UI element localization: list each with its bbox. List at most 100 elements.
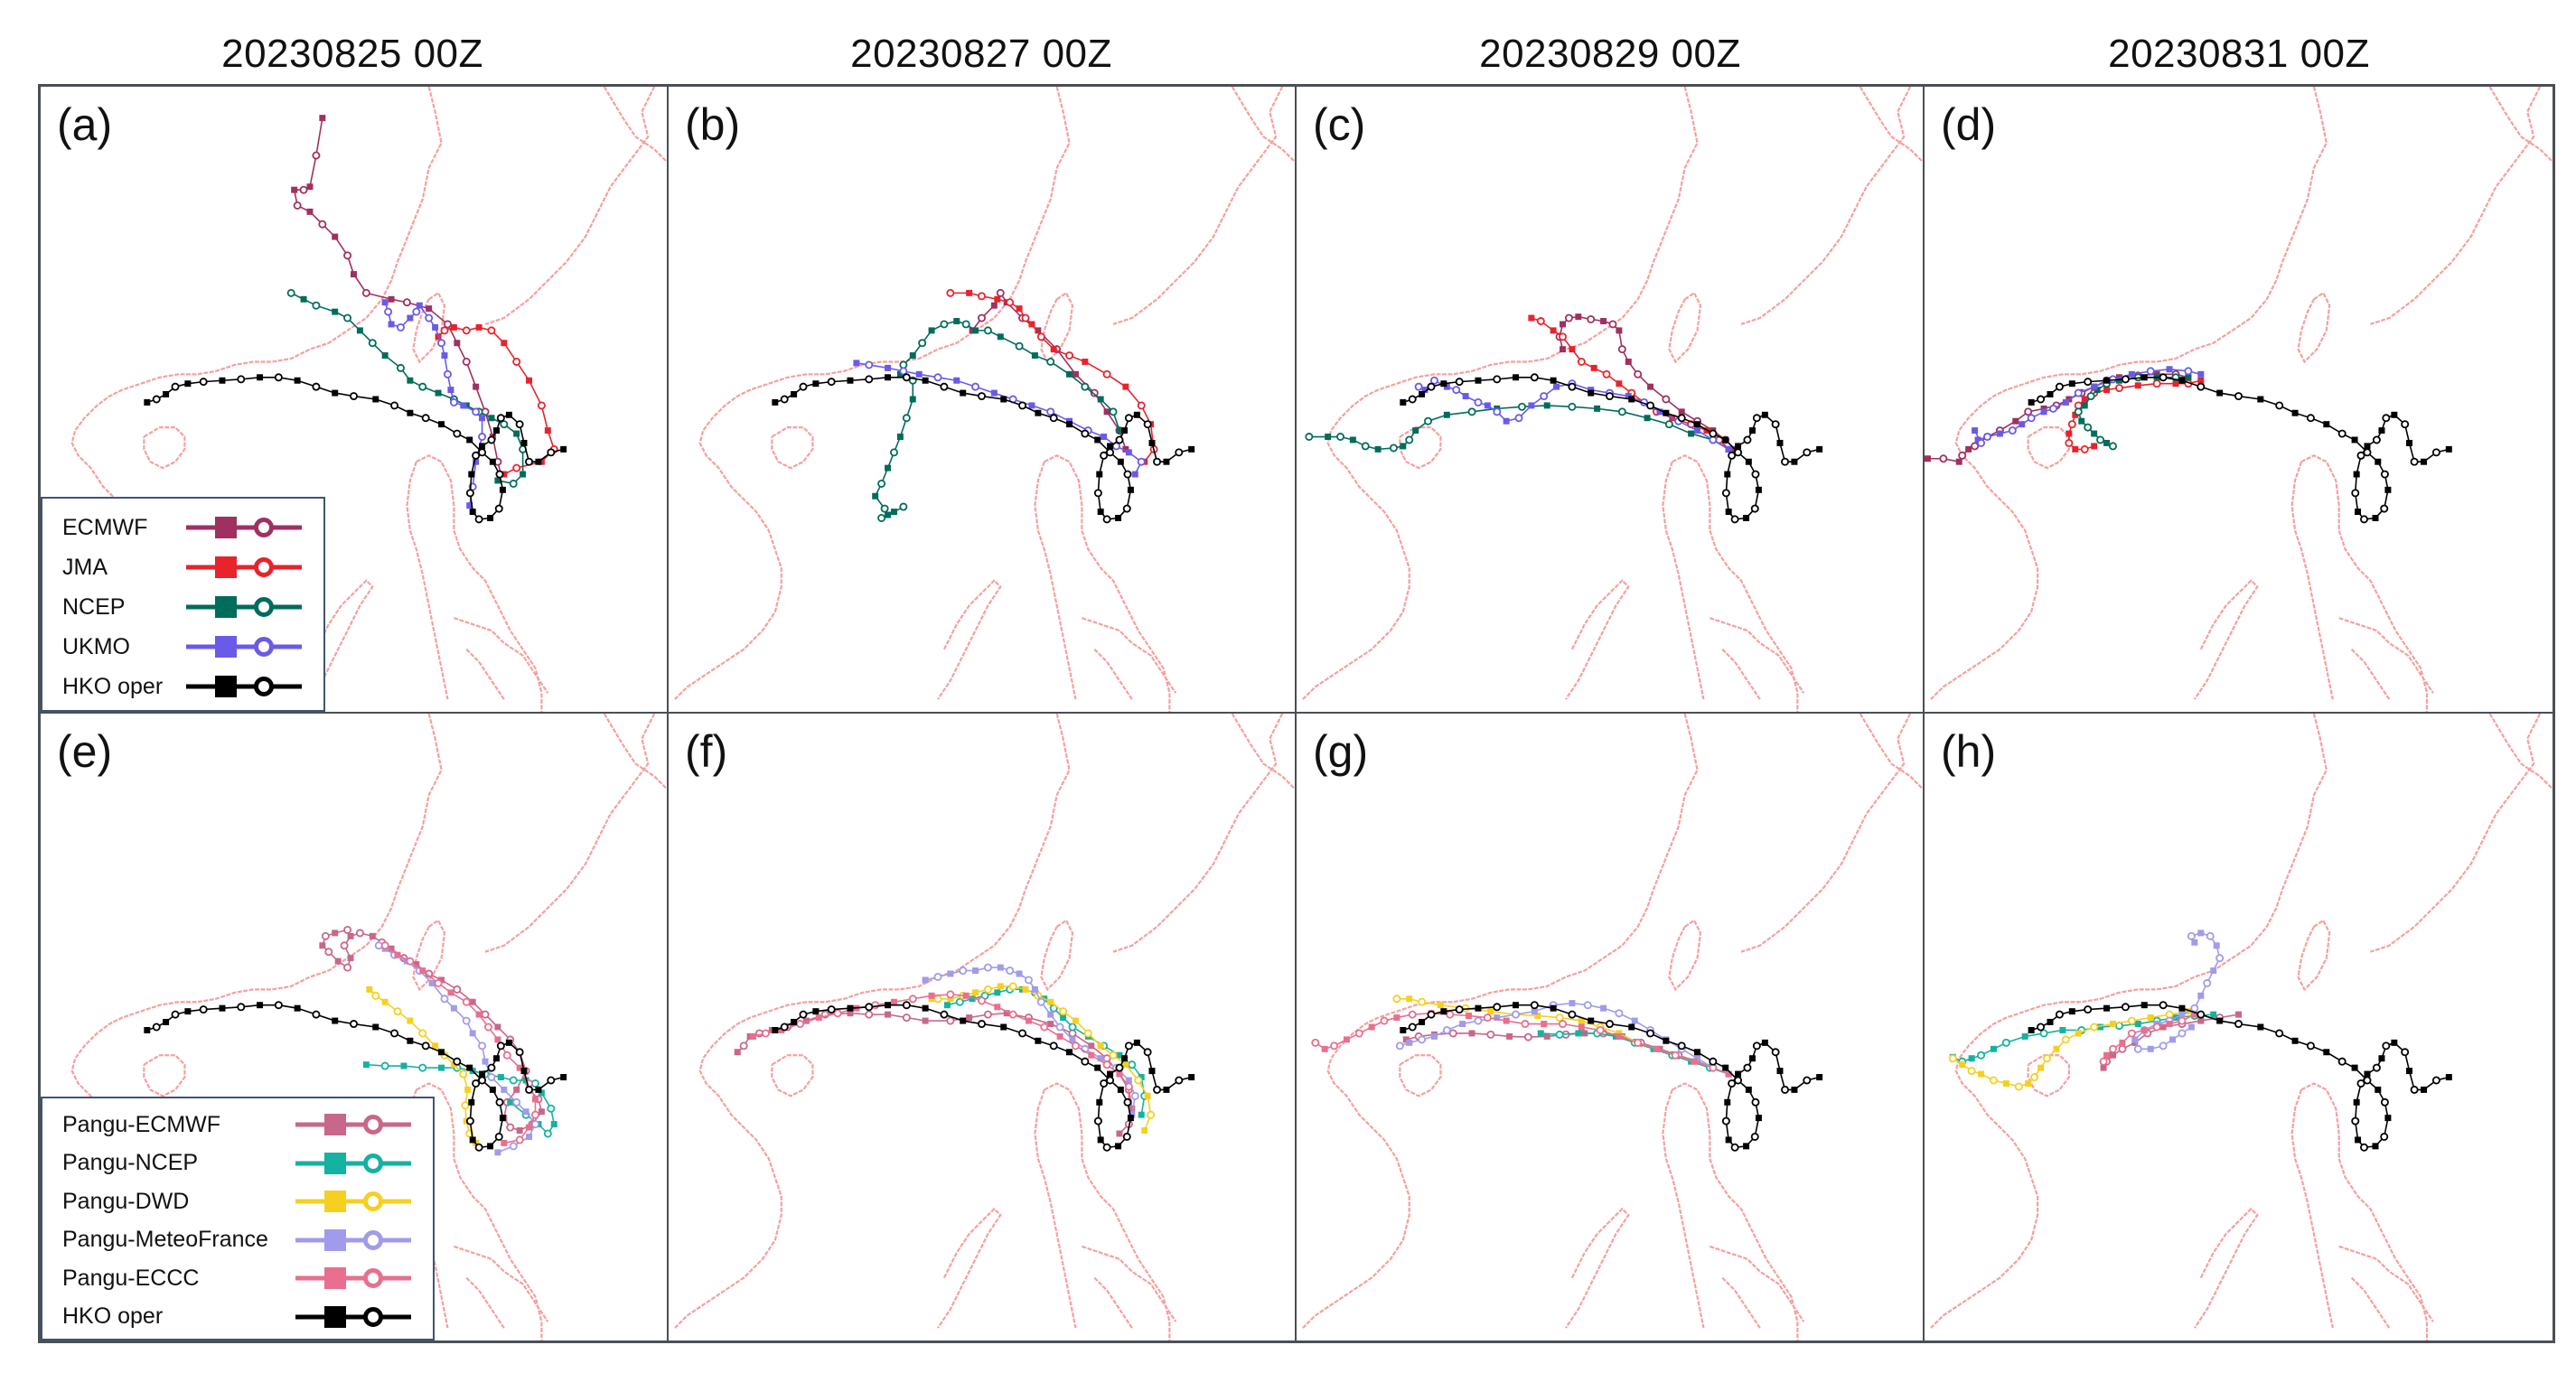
square-marker: [2197, 929, 2205, 937]
coastline-china-coast: [1302, 87, 1699, 700]
square-marker: [1616, 1032, 1623, 1040]
circle-marker: [406, 957, 415, 966]
square-marker: [560, 1074, 567, 1081]
circle-marker: [1102, 1143, 1111, 1152]
circle-marker: [2084, 1005, 2093, 1014]
square-marker: [450, 323, 457, 331]
square-marker: [928, 327, 935, 334]
square-marker: [2091, 430, 2098, 437]
square-marker: [520, 1068, 528, 1075]
circle-marker: [1081, 429, 1090, 438]
square-marker: [300, 295, 307, 303]
circle-marker: [1615, 1009, 1624, 1018]
square-marker: [1047, 1011, 1054, 1018]
square-marker: [535, 1086, 542, 1093]
circle-marker: [978, 1020, 986, 1029]
square-marker: [1575, 1030, 1582, 1037]
circle-marker: [368, 339, 377, 348]
circle-marker: [983, 326, 992, 335]
circle-marker: [355, 929, 364, 938]
square-marker: [2355, 1136, 2362, 1144]
circle-marker: [2380, 470, 2389, 479]
panel-f: (f): [669, 714, 1297, 1340]
square-marker: [1443, 411, 1450, 418]
square-marker: [1144, 1092, 1151, 1099]
square-marker: [441, 352, 448, 360]
circle-marker: [384, 307, 393, 316]
square-marker: [2351, 436, 2358, 444]
square-marker: [1468, 1030, 1475, 1037]
square-marker: [1761, 411, 1768, 418]
square-marker: [1393, 1014, 1400, 1022]
circle-marker: [1123, 1097, 1132, 1107]
square-marker: [972, 967, 979, 975]
square-marker: [1101, 434, 1108, 440]
circle-marker: [2127, 1016, 2136, 1025]
square-marker: [1578, 1017, 1585, 1024]
square-marker: [1437, 1002, 1444, 1009]
circle-marker: [1721, 1116, 1730, 1125]
coastline-palawan: [1565, 579, 1630, 700]
circle-marker: [2178, 1016, 2187, 1025]
square-marker: [450, 1004, 457, 1012]
square-marker: [1745, 458, 1752, 465]
circle-marker: [2037, 1023, 2046, 1032]
square-marker: [791, 390, 798, 397]
square-marker: [1745, 1086, 1752, 1093]
circle-marker: [1743, 1063, 1752, 1072]
square-marker: [1955, 458, 1962, 465]
circle-marker: [418, 1029, 427, 1038]
square-marker: [1000, 1023, 1007, 1031]
square-marker: [734, 1049, 741, 1056]
square-marker: [1025, 1017, 1032, 1024]
coastline-luzon-west: [1034, 1089, 1077, 1329]
circle-marker: [1408, 1023, 1417, 1032]
square-marker: [2128, 370, 2135, 378]
square-marker: [2025, 1079, 2032, 1087]
square-marker: [1553, 383, 1560, 390]
panel-label: (e): [57, 726, 113, 777]
coastline-hainan: [1399, 1054, 1442, 1097]
square-marker: [885, 511, 892, 518]
circle-marker: [1059, 1007, 1068, 1016]
legend-label: Pangu-DWD: [62, 1188, 190, 1214]
circle-marker: [547, 448, 556, 457]
square-marker: [2053, 1045, 2060, 1052]
circle-marker: [865, 360, 874, 369]
circle-marker: [1109, 1051, 1118, 1060]
circle-marker: [2159, 1001, 2168, 1010]
square-marker: [319, 942, 326, 949]
circle-marker: [2275, 1029, 2284, 1038]
square-marker: [184, 1008, 192, 1015]
circle-marker: [918, 339, 927, 348]
square-marker: [943, 1002, 951, 1009]
circle-marker: [152, 395, 161, 404]
circle-marker: [1721, 489, 1730, 498]
circle-marker: [1634, 369, 1643, 378]
circle-marker: [2152, 1023, 2161, 1032]
circle-marker: [1018, 401, 1027, 410]
circle-marker: [1455, 378, 1464, 387]
square-marker: [1974, 436, 1981, 444]
square-marker: [1097, 1042, 1104, 1050]
coastline-luzon: [1044, 1082, 1171, 1340]
circle-marker: [312, 1010, 321, 1019]
circle-marker: [1100, 1079, 1109, 1088]
square-marker: [953, 377, 960, 384]
circle-marker: [547, 1076, 556, 1085]
circle-marker: [312, 382, 321, 391]
circle-marker: [318, 219, 327, 229]
square-marker: [2081, 402, 2088, 409]
track-hko-oper: [1400, 1001, 1823, 1152]
coastline-luzon-west: [1034, 461, 1077, 700]
legend-pangu: Pangu-ECMWF Pangu-NCEP Pangu-DWD Pangu-Mete…: [41, 1097, 435, 1340]
coastline-japan-south: [2488, 714, 2553, 790]
square-marker: [468, 1098, 475, 1106]
square-marker: [499, 486, 506, 493]
square-marker: [2037, 1064, 2045, 1071]
square-marker: [381, 352, 389, 360]
coastline-japan-south: [2488, 87, 2553, 163]
circle-marker: [1486, 1030, 1495, 1039]
circle-marker: [350, 392, 358, 401]
square-marker: [184, 380, 192, 388]
